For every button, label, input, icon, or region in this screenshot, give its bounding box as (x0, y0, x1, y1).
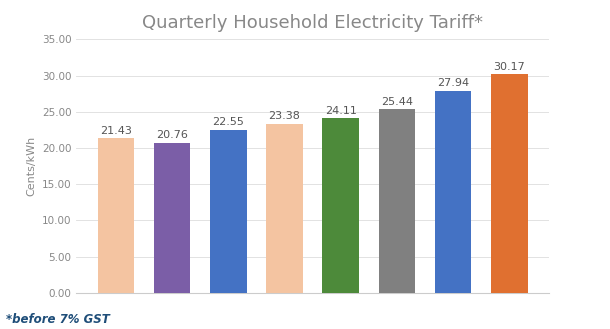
Text: 22.55: 22.55 (212, 117, 244, 127)
Bar (323, 118, 359, 293)
Text: 24.11: 24.11 (325, 106, 357, 116)
Bar (435, 90, 472, 293)
Text: 27.94: 27.94 (437, 78, 469, 89)
Y-axis label: Cents/kWh: Cents/kWh (26, 136, 36, 196)
Bar (379, 109, 415, 293)
Bar (154, 142, 190, 293)
Title: Quarterly Household Electricity Tariff*: Quarterly Household Electricity Tariff* (142, 14, 483, 32)
Text: 30.17: 30.17 (493, 62, 525, 72)
Text: 25.44: 25.44 (381, 96, 413, 107)
Text: 23.38: 23.38 (268, 112, 301, 121)
Text: 21.43: 21.43 (100, 126, 132, 136)
Bar (267, 124, 303, 293)
Text: *before 7% GST: *before 7% GST (6, 313, 110, 326)
Text: 20.76: 20.76 (156, 130, 188, 140)
Bar (210, 130, 246, 293)
Bar (491, 74, 528, 293)
Bar (98, 138, 134, 293)
